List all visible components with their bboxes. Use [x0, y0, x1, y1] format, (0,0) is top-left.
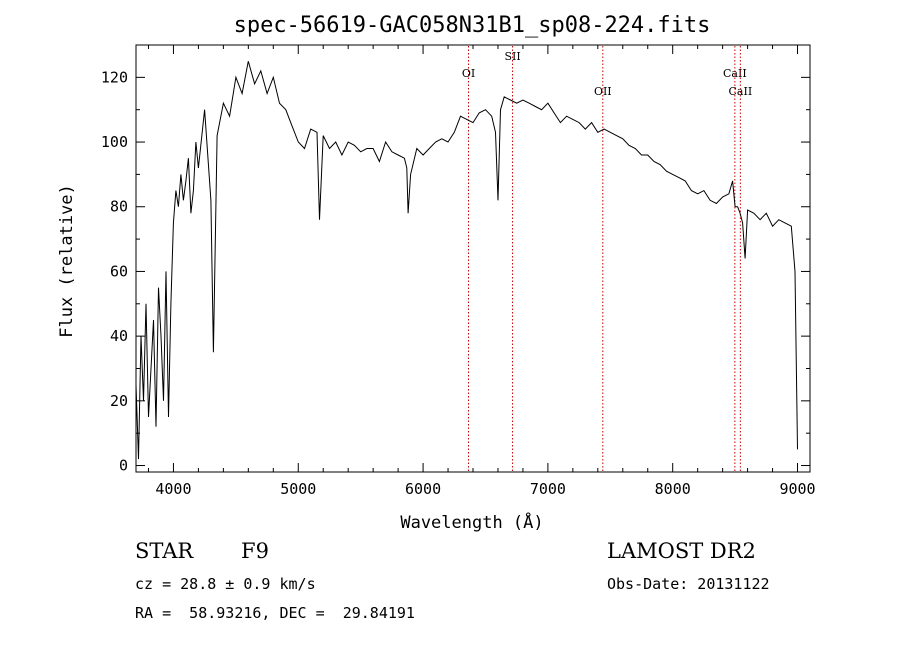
- y-tick-label: 0: [119, 457, 128, 475]
- y-tick-label: 80: [110, 198, 128, 216]
- survey-name: LAMOST DR2: [607, 539, 756, 563]
- x-tick-label: 6000: [405, 480, 441, 498]
- spectrum-line: [135, 61, 798, 460]
- x-tick-label: 5000: [280, 480, 316, 498]
- spectral-line-label: OI: [462, 67, 475, 80]
- chart-title: spec-56619-GAC058N31B1_sp08-224.fits: [234, 13, 711, 38]
- observation-date: Obs-Date: 20131122: [607, 575, 770, 593]
- spectral-line-label: SII: [504, 50, 520, 63]
- x-axis-label: Wavelength (Å): [400, 511, 543, 533]
- y-tick-label: 120: [101, 68, 128, 86]
- spectral-line-label: OII: [594, 85, 612, 98]
- y-tick-label: 40: [110, 327, 128, 345]
- x-tick-label: 4000: [155, 480, 191, 498]
- x-tick-label: 9000: [779, 480, 815, 498]
- spectral-line-markers: OI SII OII CaII CaII: [462, 46, 752, 471]
- spectral-line-label: CaII: [729, 85, 753, 98]
- y-axis-label: Flux (relative): [57, 184, 77, 338]
- plot-frame: [135, 44, 811, 473]
- redshift-velocity: cz = 28.8 ± 0.9 km/s: [135, 575, 316, 593]
- spectral-line-label: CaII: [723, 67, 747, 80]
- object-subclass: F9: [241, 539, 269, 563]
- y-tick-label: 100: [101, 133, 128, 151]
- y-tick-label: 20: [110, 392, 128, 410]
- axis-ticks: 4000 5000 6000 7000 8000 9000 0 20 40 60 80 100 120: [101, 45, 816, 498]
- object-class: STAR: [135, 539, 194, 563]
- coordinates: RA = 58.93216, DEC = 29.84191: [135, 604, 415, 622]
- y-tick-label: 60: [110, 262, 128, 280]
- x-tick-label: 8000: [655, 480, 691, 498]
- x-tick-label: 7000: [530, 480, 566, 498]
